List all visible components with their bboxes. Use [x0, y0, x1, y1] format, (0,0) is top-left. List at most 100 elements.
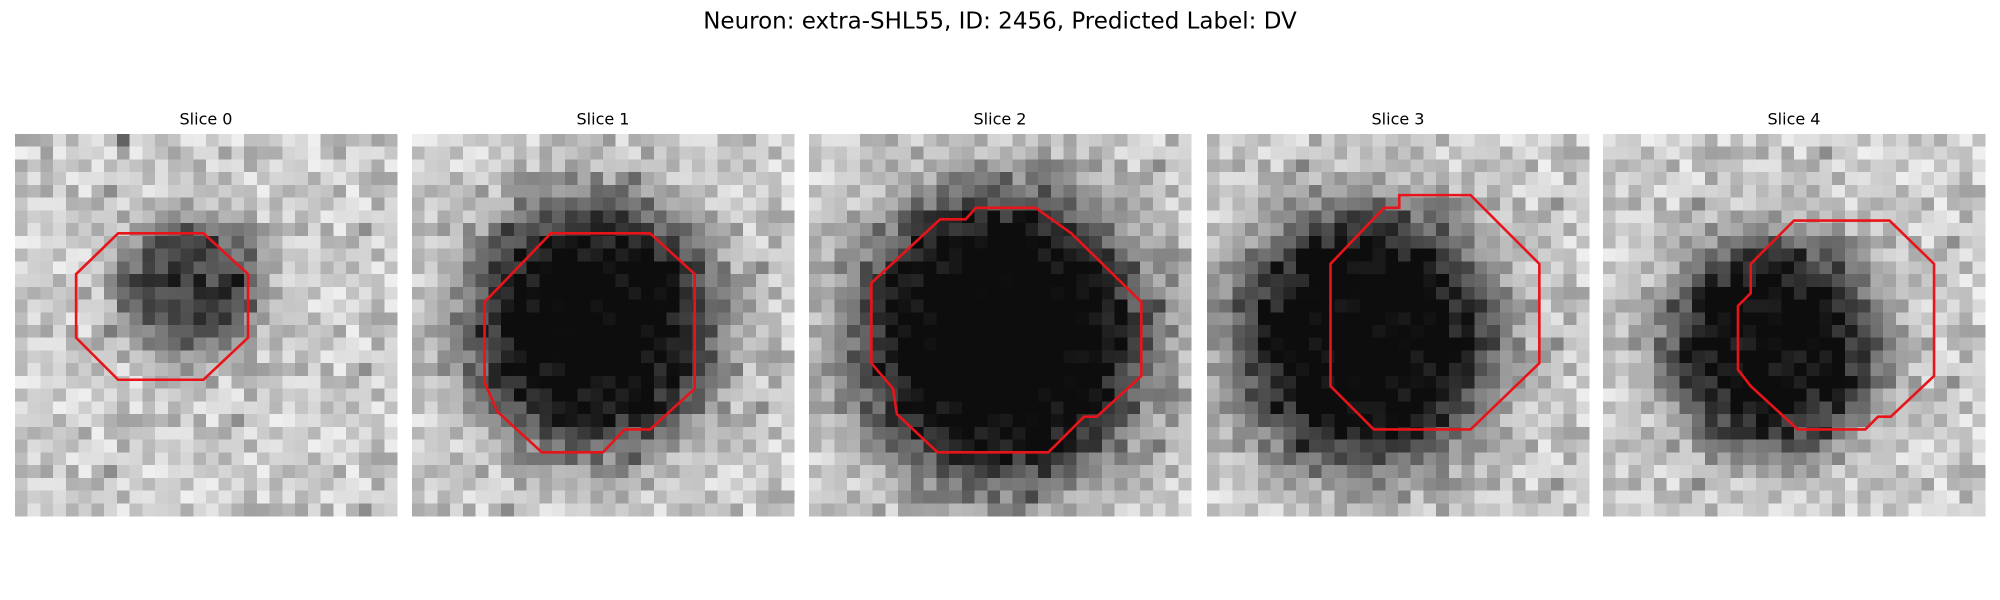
pixel	[1270, 325, 1284, 339]
pixel	[1603, 223, 1617, 237]
pixel	[834, 388, 848, 402]
pixel	[1296, 325, 1310, 339]
pixel	[27, 350, 41, 364]
pixel	[193, 261, 207, 275]
pixel	[218, 159, 232, 173]
pixel	[142, 184, 156, 199]
pixel	[1844, 312, 1859, 326]
pixel	[577, 363, 591, 377]
pixel	[206, 261, 220, 275]
pixel	[1603, 363, 1617, 377]
pixel	[1101, 210, 1116, 224]
pixel	[717, 261, 731, 275]
pixel	[1025, 325, 1039, 339]
pixel	[1603, 172, 1617, 186]
pixel	[755, 159, 770, 173]
pixel	[936, 325, 950, 339]
pixel	[206, 159, 220, 173]
pixel	[666, 337, 680, 351]
pixel	[1755, 159, 1770, 173]
pixel	[923, 312, 937, 326]
pixel	[923, 465, 937, 479]
pixel	[1895, 248, 1910, 262]
pixel	[1499, 261, 1514, 275]
pixel	[666, 223, 680, 237]
pixel	[1101, 223, 1116, 237]
pixel	[1704, 439, 1719, 453]
pixel	[1525, 146, 1539, 160]
pixel	[1114, 375, 1128, 390]
pixel	[1921, 146, 1935, 160]
pixel	[333, 388, 347, 402]
pixel	[949, 223, 963, 237]
pixel	[974, 401, 988, 415]
pixel	[256, 197, 271, 211]
pixel	[1717, 350, 1731, 364]
pixel	[1207, 172, 1221, 186]
pixel	[1499, 490, 1514, 504]
pixel	[180, 286, 194, 301]
pixel	[1946, 401, 1961, 415]
pixel	[1844, 414, 1859, 428]
pixel	[1717, 503, 1731, 517]
pixel	[872, 375, 886, 390]
pixel	[743, 299, 757, 313]
pixel	[564, 477, 579, 492]
pixel	[1050, 312, 1065, 326]
pixel	[1165, 235, 1179, 250]
pixel	[1921, 490, 1935, 504]
pixel	[936, 248, 950, 262]
pixel	[666, 439, 680, 453]
pixel	[552, 261, 566, 275]
contour	[1736, 219, 1936, 431]
pixel	[412, 490, 426, 504]
pixel	[155, 363, 169, 377]
pixel	[269, 426, 283, 441]
pixel	[1219, 210, 1233, 224]
pixel	[1563, 210, 1577, 224]
pixel	[1321, 274, 1335, 288]
pixel	[424, 337, 438, 351]
pixel	[859, 503, 874, 517]
pixel	[180, 452, 194, 466]
pixel	[526, 503, 540, 517]
pixel	[539, 248, 553, 262]
pixel	[1615, 146, 1629, 160]
pixel	[1538, 134, 1552, 148]
pixel	[1000, 299, 1014, 313]
pixel	[564, 452, 579, 466]
pixel	[692, 490, 706, 504]
pixel	[1140, 465, 1154, 479]
pixel	[1959, 172, 1973, 186]
pixel	[1207, 299, 1221, 313]
pixel	[1717, 159, 1731, 173]
pixel	[91, 159, 105, 173]
pixel	[1283, 210, 1297, 224]
pixel	[1436, 235, 1450, 250]
pixel	[1474, 465, 1488, 479]
pixel	[180, 490, 194, 504]
pixel	[666, 146, 680, 160]
pixel	[1857, 452, 1871, 466]
pixel	[1127, 312, 1141, 326]
pixel	[1755, 325, 1770, 339]
pixel	[768, 452, 782, 466]
pixel	[462, 490, 477, 504]
pixel	[910, 363, 925, 377]
pixel	[1883, 235, 1897, 250]
pixel	[206, 414, 220, 428]
pixel	[40, 503, 54, 517]
pixel	[1000, 184, 1014, 199]
pixel	[437, 286, 451, 301]
pixel	[1806, 477, 1820, 492]
pixel	[641, 363, 655, 377]
pixel	[961, 146, 976, 160]
pixel	[961, 184, 976, 199]
pixel	[859, 172, 874, 186]
pixel	[27, 312, 41, 326]
pixel	[885, 261, 899, 275]
pixel	[564, 490, 579, 504]
pixel	[1641, 261, 1655, 275]
pixel	[692, 223, 706, 237]
